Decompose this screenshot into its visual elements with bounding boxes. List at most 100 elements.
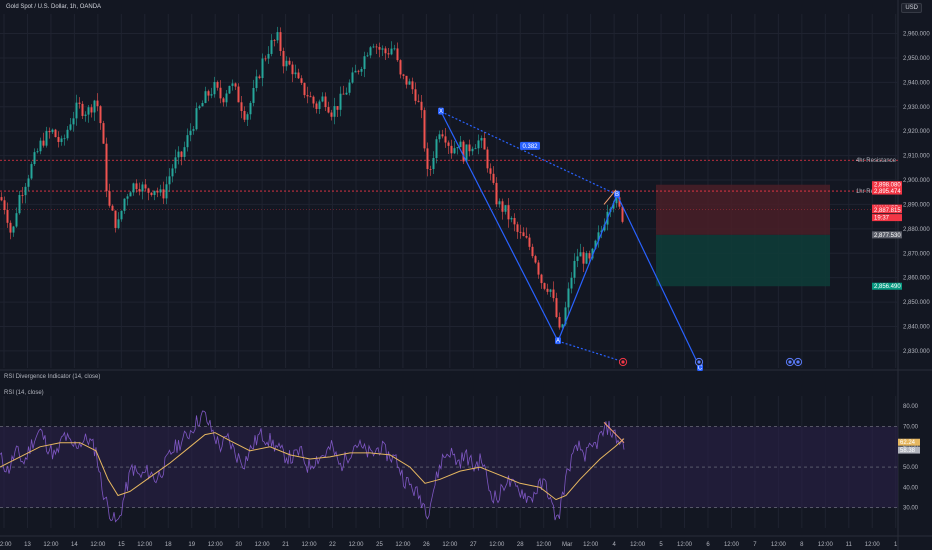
candle-body: [534, 256, 537, 263]
candle-body: [276, 32, 279, 41]
price-tag-label: 2,895.474: [874, 189, 901, 195]
rsi-axis-label: 50.00: [903, 465, 919, 471]
candle-body: [15, 213, 18, 227]
candle-body: [171, 168, 174, 177]
price-tag-box: [872, 214, 902, 222]
candle-body: [414, 89, 417, 101]
time-axis-label: 12:00: [630, 542, 646, 548]
candle-body: [240, 102, 243, 112]
time-axis-label: 13: [24, 542, 31, 548]
candle-body: [84, 114, 87, 116]
pattern-leg: [557, 194, 618, 342]
price-axis-label: 2,840.000: [903, 324, 930, 330]
candle-body: [192, 129, 195, 131]
candle-body: [285, 60, 288, 67]
candle-body: [561, 324, 564, 328]
candle-body: [471, 148, 474, 152]
candle-body: [219, 87, 222, 99]
currency-button[interactable]: USD: [901, 3, 922, 13]
candle-body: [282, 50, 285, 67]
candle-body: [465, 144, 468, 162]
candle-body: [492, 173, 495, 183]
candle-body: [3, 200, 6, 211]
candle-body: [228, 85, 231, 94]
candle-body: [264, 58, 267, 60]
time-axis-label: 12:00: [0, 542, 12, 548]
candle-body: [111, 205, 114, 211]
candle-body: [132, 183, 135, 193]
price-tag-box: [872, 206, 902, 214]
candle-body: [306, 95, 309, 97]
candle-body: [108, 191, 111, 206]
candle-body: [255, 76, 258, 88]
candle-body: [39, 140, 42, 152]
candle-body: [120, 210, 123, 220]
price-tag-box: [872, 231, 902, 239]
rsi-divergence-line: [603, 422, 625, 444]
pattern-point-label: A: [556, 339, 560, 345]
candle-body: [183, 147, 186, 157]
candle-body: [555, 298, 558, 318]
resistance-label: 4hr Resistance: [856, 158, 897, 164]
candle-body: [528, 237, 531, 247]
price-axis-label: 2,930.000: [903, 105, 930, 111]
time-axis-label: 6: [706, 542, 710, 548]
time-axis-label: 12:00: [583, 542, 599, 548]
candle-body: [213, 82, 216, 95]
candle-body: [291, 64, 294, 75]
time-axis-label: 26: [423, 542, 430, 548]
candle-body: [297, 72, 300, 79]
candle-body: [138, 189, 141, 192]
time-axis-label: 1: [894, 542, 898, 548]
candle-body: [516, 224, 519, 232]
candle-body: [483, 138, 486, 150]
candle-body: [618, 197, 621, 207]
candle-body: [87, 107, 90, 115]
price-axis-label: 2,890.000: [903, 202, 930, 208]
candle-body: [99, 106, 102, 124]
candle-body: [126, 196, 129, 199]
candle-body: [54, 129, 57, 138]
candle-body: [423, 110, 426, 149]
candle-body: [438, 134, 441, 140]
candle-body: [531, 246, 534, 257]
rsi-ma-line: [0, 432, 625, 501]
candle-body: [411, 81, 414, 90]
candle-body: [81, 103, 84, 116]
time-axis-label: 28: [517, 542, 524, 548]
candle-body: [432, 157, 435, 170]
candle-body: [387, 53, 390, 55]
candle-body: [105, 143, 108, 192]
candle-body: [399, 60, 402, 75]
rsi-axis-label: 80.00: [903, 404, 919, 410]
candle-body: [96, 100, 99, 107]
candle-body: [147, 188, 150, 193]
candle-body: [345, 92, 348, 95]
pattern-point-label: B: [615, 192, 619, 198]
rsi-line: [0, 410, 625, 523]
candle-body: [573, 260, 576, 278]
event-icon-dot: [621, 360, 625, 364]
candle-body: [375, 46, 378, 48]
candle-body: [63, 138, 66, 140]
candle-body: [489, 168, 492, 174]
candle-body: [402, 74, 405, 76]
candle-body: [336, 106, 339, 110]
price-axis-label: 2,860.000: [903, 276, 930, 282]
candle-body: [150, 192, 153, 195]
candle-body: [90, 107, 93, 113]
candle-body: [207, 91, 210, 96]
rsi-value-tag-box: [898, 446, 920, 454]
candle-body: [585, 253, 588, 264]
candle-body: [426, 148, 429, 169]
candle-body: [300, 78, 303, 83]
candle-body: [318, 101, 321, 109]
candle-body: [72, 118, 75, 125]
chart-title: Gold Spot / U.S. Dollar, 1h, OANDA: [6, 4, 102, 10]
candle-body: [288, 60, 291, 65]
candle-body: [45, 130, 48, 146]
candle-body: [564, 307, 567, 325]
time-axis-label: 12:00: [137, 542, 153, 548]
candle-body: [75, 102, 78, 119]
